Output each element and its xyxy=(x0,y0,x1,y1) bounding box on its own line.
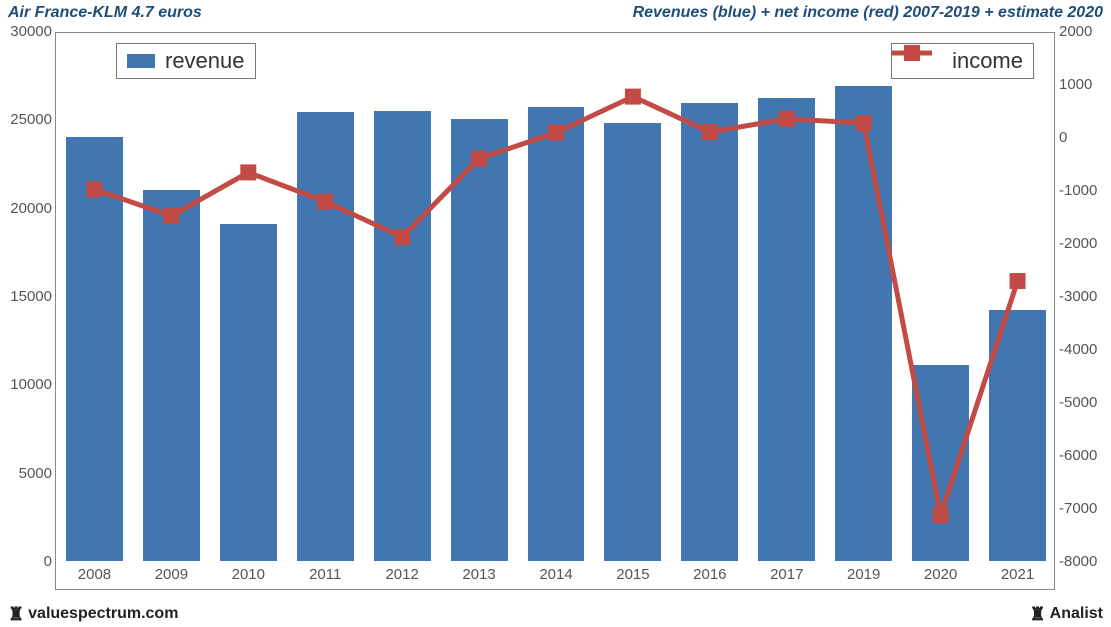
revenue-bar xyxy=(528,107,585,561)
x-tick-label: 2009 xyxy=(155,566,188,583)
y-tick-left: 0 xyxy=(0,553,52,570)
x-tick-label: 2016 xyxy=(693,566,726,583)
footer-right-text: Analist xyxy=(1050,605,1103,623)
y-tick-left: 15000 xyxy=(0,288,52,305)
y-tick-right: -3000 xyxy=(1059,288,1111,305)
rook-icon: ♜ xyxy=(8,605,24,623)
plot-area: 2008 2009 2010 2011 2012 2013 2014 2015 2016 2017… xyxy=(55,32,1055,590)
y-tick-right: -5000 xyxy=(1059,394,1111,411)
revenue-bar xyxy=(758,98,815,561)
y-tick-right: -1000 xyxy=(1059,182,1111,199)
title-left: Air France-KLM 4.7 euros xyxy=(8,4,202,22)
y-tick-right: -2000 xyxy=(1059,235,1111,252)
revenue-bar xyxy=(835,86,892,561)
x-tick-label: 2015 xyxy=(616,566,649,583)
revenue-bar xyxy=(374,111,431,562)
revenue-bar xyxy=(681,103,738,561)
x-tick-label: 2013 xyxy=(462,566,495,583)
y-tick-left: 5000 xyxy=(0,465,52,482)
revenue-bar xyxy=(220,224,277,561)
legend-income: income xyxy=(891,43,1034,79)
y-tick-left: 20000 xyxy=(0,200,52,217)
x-tick-label: 2017 xyxy=(770,566,803,583)
y-tick-right: 0 xyxy=(1059,129,1111,146)
legend-income-swatch xyxy=(902,52,942,70)
footer-right: ♜ Analist xyxy=(1030,605,1103,623)
x-tick-label: 2010 xyxy=(232,566,265,583)
revenue-bar xyxy=(989,310,1046,561)
title-right: Revenues (blue) + net income (red) 2007-… xyxy=(633,4,1103,22)
y-tick-left: 10000 xyxy=(0,376,52,393)
y-tick-left: 30000 xyxy=(0,23,52,40)
revenue-bar xyxy=(297,112,354,561)
x-tick-label: 2012 xyxy=(385,566,418,583)
revenue-bar xyxy=(451,119,508,561)
x-tick-label: 2019 xyxy=(847,566,880,583)
footer-left: ♜ valuespectrum.com xyxy=(8,605,178,623)
legend-revenue-label: revenue xyxy=(165,48,245,74)
x-tick-label: 2014 xyxy=(539,566,572,583)
y-tick-right: -7000 xyxy=(1059,500,1111,517)
x-tick-label: 2011 xyxy=(309,566,341,583)
revenue-bar xyxy=(66,137,123,561)
x-tick-label: 2021 xyxy=(1001,566,1034,583)
y-tick-right: -4000 xyxy=(1059,341,1111,358)
y-tick-left: 25000 xyxy=(0,111,52,128)
chart-frame: Air France-KLM 4.7 euros Revenues (blue)… xyxy=(0,0,1111,627)
x-tick-label: 2008 xyxy=(78,566,111,583)
revenue-bar xyxy=(143,190,200,561)
chart-title-bar: Air France-KLM 4.7 euros Revenues (blue)… xyxy=(6,4,1105,26)
y-tick-right: 2000 xyxy=(1059,23,1111,40)
y-tick-right: 1000 xyxy=(1059,76,1111,93)
footer-left-text: valuespectrum.com xyxy=(28,605,178,623)
bars-layer xyxy=(56,33,1054,561)
y-tick-right: -8000 xyxy=(1059,553,1111,570)
revenue-bar xyxy=(604,123,661,561)
legend-revenue-swatch xyxy=(127,54,155,68)
legend-income-label: income xyxy=(952,48,1023,74)
legend-revenue: revenue xyxy=(116,43,256,79)
revenue-bar xyxy=(912,365,969,561)
x-tick-label: 2020 xyxy=(924,566,957,583)
rook-icon: ♜ xyxy=(1030,605,1046,623)
y-tick-right: -6000 xyxy=(1059,447,1111,464)
